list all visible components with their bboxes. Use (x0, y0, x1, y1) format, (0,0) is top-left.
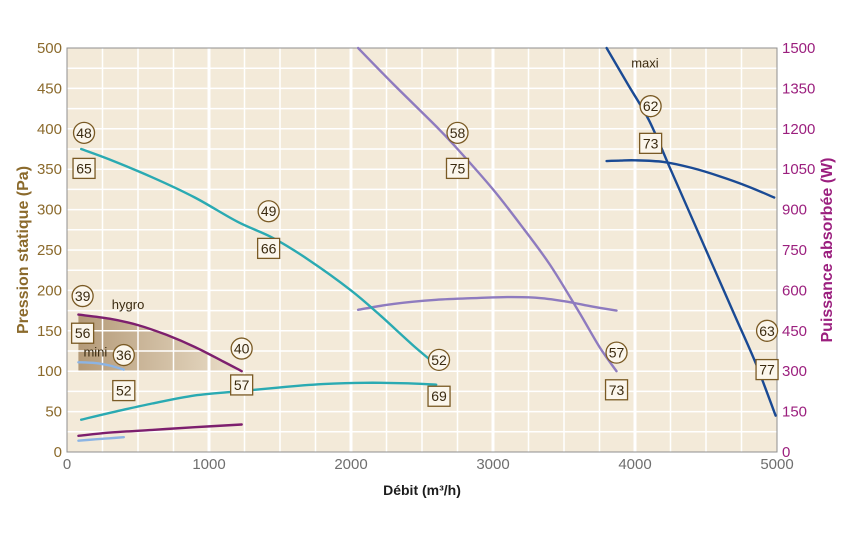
square-marker: 57 (230, 374, 254, 396)
left-axis-ticks: 0 50 100 150 200 250 300 350 400 450 500 (37, 40, 62, 461)
circle-marker: 39 (71, 284, 94, 308)
marker-label: 52 (431, 352, 447, 368)
left-tick-label: 100 (37, 363, 62, 380)
marker-label: 58 (450, 125, 466, 141)
circle-marker: 36 (112, 343, 135, 367)
right-tick-label: 150 (782, 404, 807, 421)
right-tick-label: 900 (782, 202, 807, 219)
marker-label: 75 (450, 160, 466, 176)
circle-marker: 58 (446, 121, 469, 144)
series-name-label: hygro (112, 297, 145, 312)
x-tick-label: 3000 (476, 456, 509, 473)
x-tick-label: 4000 (618, 456, 651, 473)
square-marker: 73 (604, 379, 629, 401)
circle-marker: 52 (427, 348, 451, 372)
value-markers: 48 65 49 66 58 75 62 73 39 56 36 52 40 57 52 69 57 73 63 77 (70, 95, 779, 407)
marker-label: 52 (116, 383, 132, 399)
circle-marker: 40 (230, 337, 253, 360)
series-name-label: mini (83, 345, 107, 360)
marker-label: 39 (75, 288, 91, 304)
marker-label: 63 (759, 323, 775, 339)
circle-marker: 57 (605, 341, 628, 364)
marker-label: 73 (643, 135, 659, 151)
marker-label: 56 (75, 325, 91, 341)
circle-marker: 48 (72, 121, 96, 144)
series-labels: maxi hygro mini (83, 55, 658, 359)
right-tick-label: 0 (782, 444, 790, 461)
marker-label: 73 (609, 382, 625, 398)
x-tick-label: 1000 (192, 456, 225, 473)
left-tick-label: 50 (45, 404, 62, 421)
series-line-9-power (77, 436, 125, 442)
marker-label: 57 (609, 345, 625, 361)
square-marker: 73 (638, 132, 663, 154)
right-tick-label: 300 (782, 363, 807, 380)
marker-label: 49 (261, 203, 277, 219)
marker-label: 62 (643, 98, 659, 114)
circle-marker: 49 (257, 200, 280, 223)
series-line-7-power (77, 423, 243, 437)
left-tick-label: 450 (37, 80, 62, 97)
marker-label: 77 (759, 362, 775, 378)
square-marker: 56 (70, 322, 95, 344)
left-tick-label: 200 (37, 282, 62, 299)
square-marker: 69 (427, 385, 451, 407)
square-marker: 66 (256, 237, 281, 260)
x-axis-ticks: 0 1000 2000 3000 4000 5000 (63, 456, 794, 473)
left-tick-label: 0 (54, 444, 62, 461)
series (77, 46, 777, 442)
square-marker: 65 (72, 157, 96, 180)
right-tick-label: 1200 (782, 121, 815, 138)
series-line-0-pressure (605, 46, 777, 417)
right-axis-title: Puissance absorbée (W) (819, 158, 836, 343)
plot-frame (66, 47, 778, 453)
marker-label: 66 (261, 240, 277, 256)
marker-label: 48 (76, 125, 92, 141)
series-line-6-pressure (77, 313, 243, 373)
square-marker: 52 (112, 379, 136, 402)
right-tick-label: 750 (782, 242, 807, 259)
x-tick-label: 0 (63, 456, 71, 473)
marker-label: 57 (234, 377, 250, 393)
square-marker: 77 (755, 358, 779, 381)
series-line-3-power (356, 295, 618, 312)
grid (67, 48, 777, 452)
marker-label: 36 (116, 347, 132, 363)
right-tick-label: 450 (782, 323, 807, 340)
left-tick-label: 150 (37, 323, 62, 340)
marker-label: 40 (234, 341, 250, 357)
marker-label: 65 (76, 160, 92, 176)
left-tick-label: 500 (37, 40, 62, 57)
x-tick-label: 2000 (334, 456, 367, 473)
square-marker: 75 (445, 157, 470, 180)
series-line-2-pressure (356, 46, 618, 373)
series-line-5-power (80, 381, 438, 421)
left-tick-label: 400 (37, 121, 62, 138)
x-axis-title: Débit (m³/h) (383, 482, 461, 498)
circle-marker: 63 (755, 319, 779, 342)
right-tick-label: 1050 (782, 161, 815, 178)
left-tick-label: 250 (37, 242, 62, 259)
series-line-8-pressure (77, 361, 125, 371)
right-axis-ticks: 0 150 300 450 600 750 900 1050 1200 1350 1500 (782, 40, 815, 461)
series-line-1-power (605, 159, 776, 199)
series-name-label: maxi (631, 55, 659, 70)
right-tick-label: 1350 (782, 80, 815, 97)
circle-marker: 62 (639, 95, 662, 118)
x-tick-label: 5000 (760, 456, 793, 473)
left-axis-title: Pression statique (Pa) (15, 166, 32, 334)
right-tick-label: 1500 (782, 40, 815, 57)
right-tick-label: 600 (782, 282, 807, 299)
left-tick-label: 350 (37, 161, 62, 178)
left-tick-label: 300 (37, 202, 62, 219)
marker-label: 69 (431, 388, 447, 404)
